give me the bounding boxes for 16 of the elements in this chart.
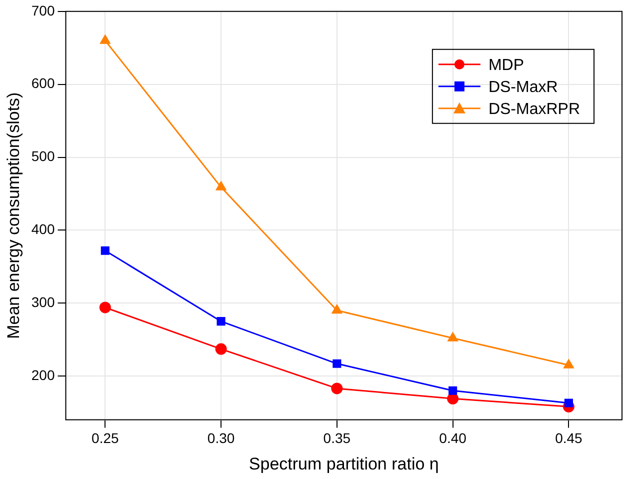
y-tick-label: 500 (31, 148, 55, 164)
x-tick-label: 0.40 (439, 430, 467, 446)
legend-label: DS-MaxRPR (488, 100, 580, 118)
x-tick-label: 0.45 (555, 430, 583, 446)
x-tick-label: 0.35 (323, 430, 351, 446)
x-tick-label: 0.25 (92, 430, 119, 446)
y-tick-label: 600 (31, 75, 55, 92)
y-tick-label: 400 (31, 221, 55, 238)
legend-label: DS-MaxR (488, 78, 558, 96)
y-tick-label: 200 (31, 366, 55, 383)
y-tick-label: 300 (31, 294, 55, 310)
x-tick-label: 0.30 (207, 430, 235, 446)
y-tick-label: 700 (31, 2, 55, 18)
legend-label: MDP (488, 56, 524, 74)
x-axis-title: Spectrum partition ratio η (248, 454, 439, 474)
y-axis-title: Mean energy consumption(slots) (4, 92, 23, 339)
